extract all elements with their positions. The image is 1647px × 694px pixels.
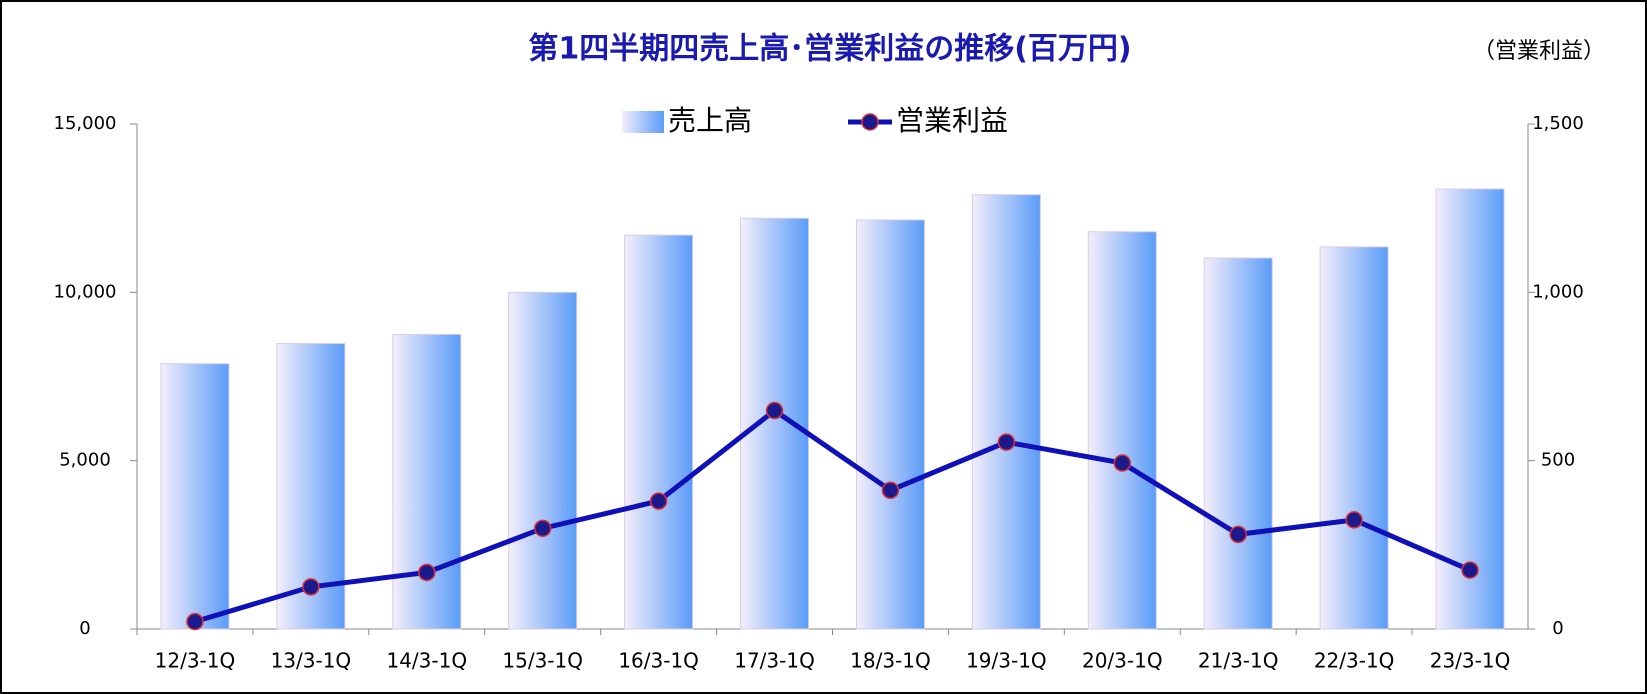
y-tick-label: 15,000 [54, 113, 117, 134]
x-tick-label: 18/3-1Q [850, 649, 931, 673]
line-marker [186, 612, 204, 631]
legend-label: 営業利益 [896, 104, 1008, 137]
chart-title: 第1四半期四売上高･営業利益の推移(百万円) [528, 32, 1131, 67]
line-marker [765, 401, 784, 420]
line-marker [1345, 511, 1363, 529]
x-tick-label: 15/3-1Q [502, 649, 583, 673]
line-marker [1229, 525, 1247, 544]
y2-axis-label: （営業利益） [1473, 39, 1605, 64]
bar [1319, 246, 1389, 630]
x-tick-label: 20/3-1Q [1082, 649, 1163, 673]
x-tick-label: 14/3-1Q [386, 649, 467, 673]
line-marker [649, 492, 668, 510]
x-tick-label: 17/3-1Q [734, 649, 815, 673]
line [194, 407, 1472, 624]
x-tick-label: 19/3-1Q [966, 649, 1047, 673]
bar [624, 234, 694, 630]
line-marker [881, 481, 900, 500]
bar [1435, 188, 1505, 630]
y2-tick-label: 1,000 [1532, 281, 1584, 302]
y-tick-label: 0 [79, 618, 90, 639]
x-tick-label: 22/3-1Q [1314, 649, 1395, 673]
x-tick-label: 16/3-1Q [618, 649, 699, 673]
y-tick-label: 5,000 [59, 450, 111, 471]
line-marker [418, 563, 436, 582]
bar [1203, 257, 1273, 630]
legend-swatch [622, 111, 664, 133]
bar [1087, 231, 1157, 630]
y2-tick-label: 1,500 [1532, 113, 1584, 134]
bar [508, 291, 578, 630]
x-tick-label: 23/3-1Q [1430, 649, 1511, 673]
y2-tick-label: 500 [1541, 450, 1575, 471]
line-marker [997, 433, 1016, 451]
line-marker [1113, 454, 1132, 472]
y-tick-label: 10,000 [54, 281, 117, 302]
line-marker [1461, 561, 1479, 579]
legend-marker [861, 113, 879, 131]
bar [160, 363, 230, 630]
line-marker [302, 578, 320, 596]
line-marker [533, 519, 552, 538]
bar [971, 194, 1041, 630]
legend-label: 売上高 [668, 104, 752, 137]
y2-tick-label: 0 [1552, 618, 1563, 639]
x-tick-label: 13/3-1Q [271, 649, 352, 673]
x-tick-label: 12/3-1Q [155, 649, 236, 673]
x-tick-label: 21/3-1Q [1198, 649, 1279, 673]
bar [740, 217, 810, 630]
bar [855, 219, 925, 630]
bar [392, 333, 462, 630]
